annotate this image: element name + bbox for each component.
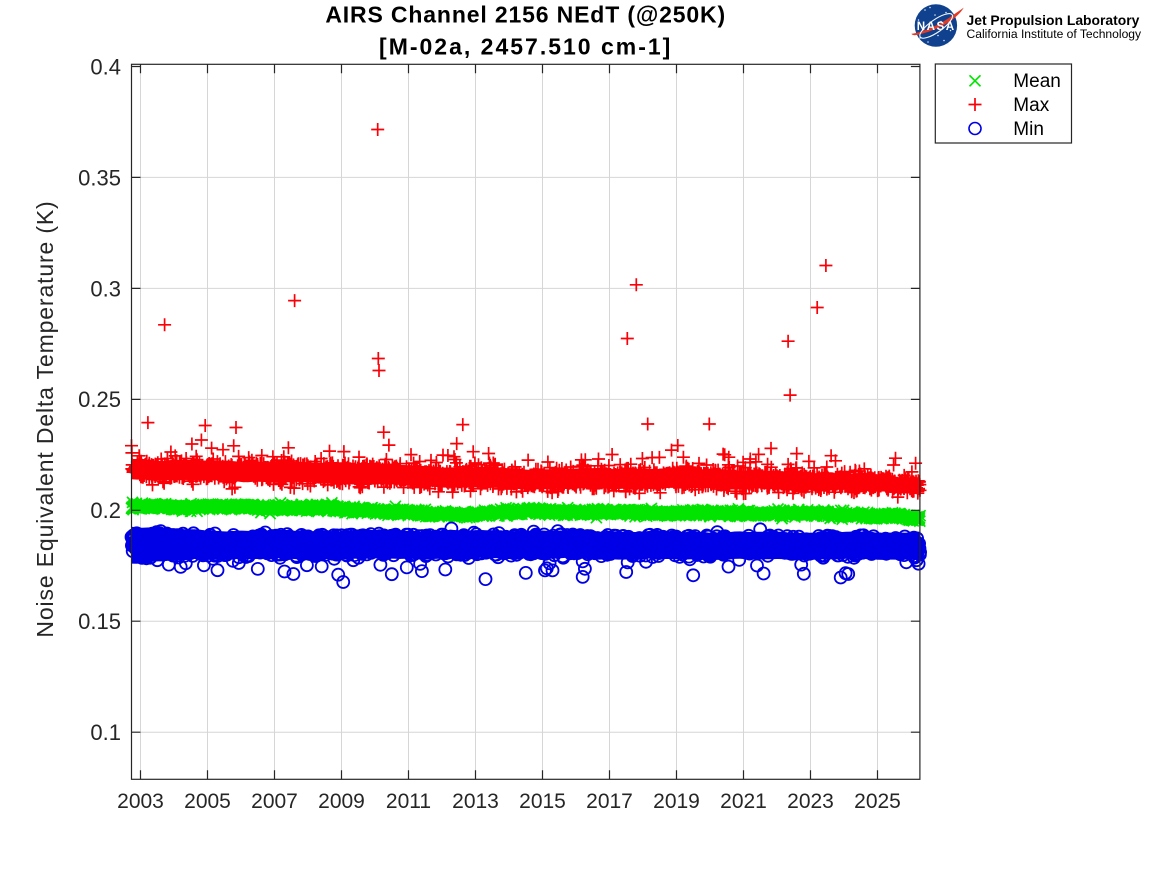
svg-text:AIRS Channel 2156 NEdT (@250K): AIRS Channel 2156 NEdT (@250K) — [325, 2, 726, 28]
svg-text:California Institute of Techno: California Institute of Technology — [967, 27, 1143, 41]
svg-text:Max: Max — [1013, 95, 1049, 116]
svg-text:0.25: 0.25 — [78, 387, 121, 412]
svg-text:2019: 2019 — [653, 790, 700, 813]
svg-text:2003: 2003 — [117, 790, 164, 813]
svg-text:2011: 2011 — [386, 790, 431, 813]
svg-text:0.1: 0.1 — [90, 720, 121, 745]
svg-text:[M-02a, 2457.510 cm-1]: [M-02a, 2457.510 cm-1] — [379, 33, 672, 59]
svg-text:2013: 2013 — [452, 790, 499, 813]
svg-text:2021: 2021 — [720, 790, 767, 813]
svg-text:2023: 2023 — [787, 790, 834, 813]
svg-text:2009: 2009 — [318, 790, 365, 813]
svg-text:0.4: 0.4 — [90, 54, 121, 79]
svg-text:NASA: NASA — [917, 20, 956, 33]
svg-text:0.3: 0.3 — [90, 276, 121, 301]
svg-text:2015: 2015 — [519, 790, 566, 813]
svg-text:Mean: Mean — [1013, 71, 1061, 92]
svg-text:Min: Min — [1013, 119, 1044, 140]
svg-text:Jet Propulsion Laboratory: Jet Propulsion Laboratory — [967, 12, 1140, 28]
svg-text:2005: 2005 — [184, 790, 231, 813]
svg-text:2007: 2007 — [251, 790, 298, 813]
svg-text:Noise Equivalent Delta Tempera: Noise Equivalent Delta Temperature (K) — [32, 200, 58, 637]
svg-text:2017: 2017 — [586, 790, 633, 813]
svg-text:0.15: 0.15 — [78, 609, 121, 634]
svg-text:2025: 2025 — [854, 790, 901, 813]
svg-text:0.2: 0.2 — [90, 498, 121, 523]
svg-text:0.35: 0.35 — [78, 165, 121, 190]
